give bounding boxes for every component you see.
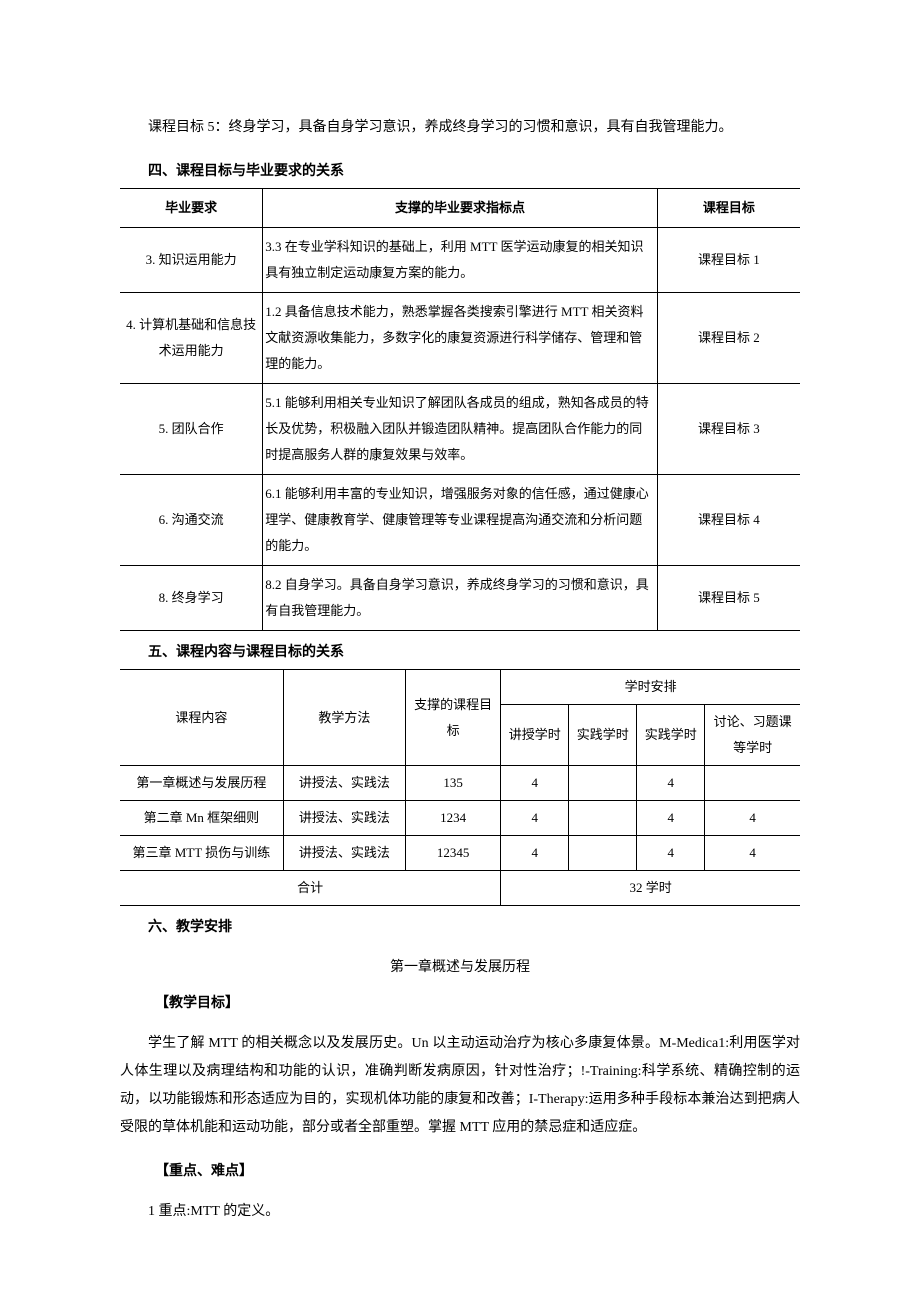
th-support: 支撑的课程目标 [406,670,501,766]
cell-req: 3. 知识运用能力 [120,228,263,293]
cell-h2 [569,766,637,801]
table-row: 合计 32 学时 [120,871,800,906]
key-point-1: 1 重点:MTT 的定义。 [120,1198,800,1226]
cell-goal: 课程目标 5 [657,566,800,631]
cell-method: 讲授法、实践法 [283,766,405,801]
th-method: 教学方法 [283,670,405,766]
section-4-heading: 四、课程目标与毕业要求的关系 [120,156,800,184]
cell-method: 讲授法、实践法 [283,836,405,871]
cell-detail: 1.2 具备信息技术能力，熟悉掌握各类搜索引擎进行 MTT 相关资料文献资源收集… [263,293,657,384]
table-row: 8. 终身学习 8.2 自身学习。具备自身学习意识，养成终身学习的习惯和意识，具… [120,566,800,631]
section-6-heading: 六、教学安排 [120,912,800,940]
table-row: 5. 团队合作 5.1 能够利用相关专业知识了解团队各成员的组成，熟知各成员的特… [120,384,800,475]
cell-h2 [569,836,637,871]
table-row: 4. 计算机基础和信息技术运用能力 1.2 具备信息技术能力，熟悉掌握各类搜索引… [120,293,800,384]
cell-content: 第二章 Mn 框架细则 [120,801,283,836]
th-h3: 实践学时 [637,705,705,766]
cell-detail: 5.1 能够利用相关专业知识了解团队各成员的组成，熟知各成员的特长及优势，积极融… [263,384,657,475]
cell-h3: 4 [637,836,705,871]
cell-h1: 4 [501,836,569,871]
table-row: 第二章 Mn 框架细则 讲授法、实践法 1234 4 4 4 [120,801,800,836]
cell-req: 5. 团队合作 [120,384,263,475]
teaching-goal-label: 【教学目标】 [120,988,800,1016]
cell-h2 [569,801,637,836]
cell-goal: 课程目标 3 [657,384,800,475]
cell-support: 135 [406,766,501,801]
cell-support: 1234 [406,801,501,836]
th-req: 毕业要求 [120,189,263,228]
cell-method: 讲授法、实践法 [283,801,405,836]
cell-h1: 4 [501,801,569,836]
key-difficulty-label: 【重点、难点】 [120,1156,800,1184]
cell-req: 6. 沟通交流 [120,475,263,566]
cell-detail: 8.2 自身学习。具备自身学习意识，养成终身学习的习惯和意识，具有自我管理能力。 [263,566,657,631]
th-h1: 讲授学时 [501,705,569,766]
cell-detail: 3.3 在专业学科知识的基础上，利用 MTT 医学运动康复的相关知识具有独立制定… [263,228,657,293]
document-page: 课程目标 5：终身学习，具备自身学习意识，养成终身学习的习惯和意识，具有自我管理… [0,0,920,1300]
cell-goal: 课程目标 2 [657,293,800,384]
th-detail: 支撑的毕业要求指标点 [263,189,657,228]
cell-h1: 4 [501,766,569,801]
th-content: 课程内容 [120,670,283,766]
chapter-1-title: 第一章概述与发展历程 [120,954,800,982]
table-course-content-goals: 课程内容 教学方法 支撑的课程目标 学时安排 讲授学时 实践学时 实践学时 讨论… [120,669,800,906]
course-goal-5-text: 课程目标 5：终身学习，具备自身学习意识，养成终身学习的习惯和意识，具有自我管理… [120,114,800,142]
cell-h3: 4 [637,801,705,836]
cell-total-value: 32 学时 [501,871,800,906]
cell-goal: 课程目标 1 [657,228,800,293]
table-row: 6. 沟通交流 6.1 能够利用丰富的专业知识，增强服务对象的信任感，通过健康心… [120,475,800,566]
table-row: 第一章概述与发展历程 讲授法、实践法 135 4 4 [120,766,800,801]
cell-support: 12345 [406,836,501,871]
cell-h4 [705,766,800,801]
th-h4: 讨论、习题课等学时 [705,705,800,766]
th-goal: 课程目标 [657,189,800,228]
table-row: 毕业要求 支撑的毕业要求指标点 课程目标 [120,189,800,228]
cell-total-label: 合计 [120,871,501,906]
cell-goal: 课程目标 4 [657,475,800,566]
table-graduation-requirements: 毕业要求 支撑的毕业要求指标点 课程目标 3. 知识运用能力 3.3 在专业学科… [120,188,800,631]
cell-detail: 6.1 能够利用丰富的专业知识，增强服务对象的信任感，通过健康心理学、健康教育学… [263,475,657,566]
section-5-heading: 五、课程内容与课程目标的关系 [120,637,800,665]
table-row: 第三章 MTT 损伤与训练 讲授法、实践法 12345 4 4 4 [120,836,800,871]
cell-h3: 4 [637,766,705,801]
cell-h4: 4 [705,801,800,836]
cell-req: 4. 计算机基础和信息技术运用能力 [120,293,263,384]
table-row: 课程内容 教学方法 支撑的课程目标 学时安排 [120,670,800,705]
cell-h4: 4 [705,836,800,871]
th-hours-group: 学时安排 [501,670,800,705]
table-row: 3. 知识运用能力 3.3 在专业学科知识的基础上，利用 MTT 医学运动康复的… [120,228,800,293]
teaching-goal-body: 学生了解 MTT 的相关概念以及发展历史。Un 以主动运动治疗为核心多康复体景。… [120,1030,800,1142]
cell-content: 第一章概述与发展历程 [120,766,283,801]
th-h2: 实践学时 [569,705,637,766]
cell-req: 8. 终身学习 [120,566,263,631]
cell-content: 第三章 MTT 损伤与训练 [120,836,283,871]
